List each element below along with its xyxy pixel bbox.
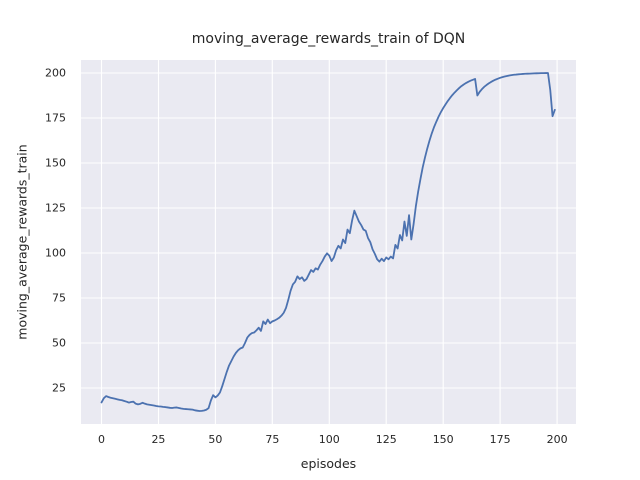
line-chart <box>81 60 576 424</box>
y-tick-label: 125 <box>45 201 66 215</box>
x-tick-label: 0 <box>98 433 105 446</box>
x-tick-label: 50 <box>208 433 223 446</box>
y-tick-label: 100 <box>45 246 66 260</box>
data-line <box>100 72 556 412</box>
x-tick-label: 25 <box>151 433 166 446</box>
x-tick-label: 75 <box>265 433 280 446</box>
y-tick-label: 150 <box>45 156 66 170</box>
chart-title: moving_average_rewards_train of DQN <box>191 31 466 47</box>
x-axis-label: episodes <box>300 456 357 471</box>
x-tick-label: 175 <box>489 433 511 446</box>
y-tick-label: 75 <box>52 291 66 305</box>
y-tick-label: 50 <box>52 336 66 350</box>
y-tick-label: 25 <box>52 381 66 395</box>
y-axis-label: moving_average_rewards_train <box>14 144 30 340</box>
x-tick-label: 125 <box>375 433 397 446</box>
y-tick-label: 200 <box>45 66 66 80</box>
x-tick-label: 200 <box>546 433 568 446</box>
y-tick-label: 175 <box>45 111 66 125</box>
x-tick-label: 100 <box>318 433 340 446</box>
x-tick-label: 150 <box>432 433 454 446</box>
plot-area <box>81 60 576 424</box>
